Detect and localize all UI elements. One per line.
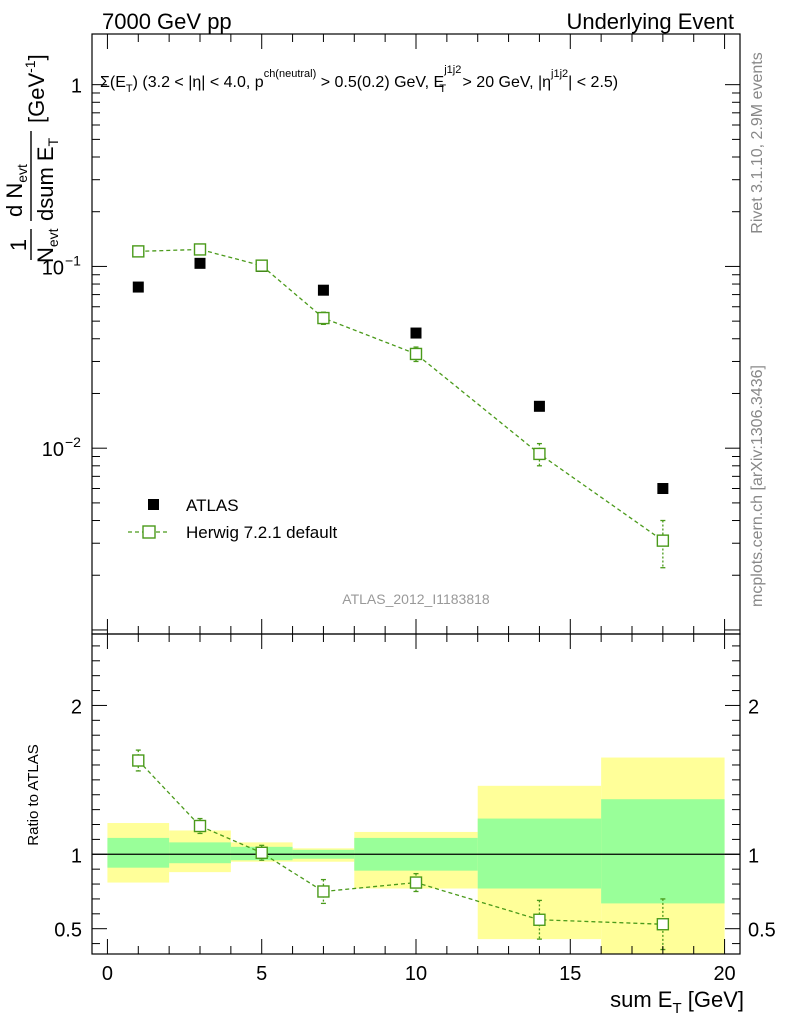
herwig-ratio-point bbox=[132, 754, 145, 767]
svg-text:[GeV-1]: [GeV-1] bbox=[22, 54, 49, 123]
herwig-point bbox=[533, 447, 546, 461]
atlas-data-point bbox=[317, 284, 329, 296]
ratio-ytick-label-right: 2 bbox=[748, 696, 759, 718]
herwig-ratio-point bbox=[409, 876, 423, 889]
herwig-ratio-point bbox=[193, 819, 207, 833]
ratio-bands bbox=[107, 757, 725, 954]
stat-uncertainty-band bbox=[601, 799, 725, 904]
herwig-point bbox=[317, 311, 330, 325]
atlas-data-point bbox=[657, 483, 669, 495]
herwig-point bbox=[193, 243, 207, 256]
x-tick-label: 5 bbox=[256, 963, 267, 985]
herwig-ratio-point bbox=[656, 918, 670, 931]
herwig-point bbox=[255, 259, 268, 272]
main-marks bbox=[132, 243, 670, 569]
main-panel: 110−110−2 Σ(ET) (3.2 < |η| < 4.0, pch(ne… bbox=[2, 33, 741, 635]
legend-herwig-label: Herwig 7.2.1 default bbox=[186, 523, 337, 542]
header-left: 7000 GeV pp bbox=[102, 9, 232, 34]
herwig-point bbox=[132, 245, 145, 258]
ratio-ytick-label-left: 2 bbox=[71, 696, 82, 718]
legend: ATLAS Herwig 7.2.1 default bbox=[128, 496, 337, 542]
ratio-panel: 0 5 10 15 20 0.5 0.5 1 1 2 2 Ratio to ATLAS sum ET… bbox=[25, 633, 776, 1017]
svg-text:Nevt: Nevt bbox=[33, 228, 61, 263]
legend-herwig-marker bbox=[142, 525, 156, 539]
svg-text:d Nevt: d Nevt bbox=[2, 164, 30, 217]
atlas-data-point bbox=[533, 400, 545, 412]
legend-atlas-marker bbox=[148, 499, 159, 510]
atlas-data-point bbox=[194, 257, 206, 269]
ratio-ytick-label-right: 0.5 bbox=[748, 920, 776, 942]
herwig-point bbox=[656, 534, 670, 547]
main-ytick-exponent: −2 bbox=[65, 434, 81, 450]
legend-atlas-label: ATLAS bbox=[186, 496, 239, 515]
stat-uncertainty-band bbox=[477, 818, 602, 889]
main-axes: 110−110−2 bbox=[42, 34, 740, 634]
main-ytick-label: 1 bbox=[71, 76, 82, 98]
main-ytick-label: 10 bbox=[42, 439, 64, 461]
ratio-marks bbox=[132, 749, 670, 951]
stat-uncertainty-band bbox=[107, 837, 170, 868]
main-title: Σ(ET) (3.2 < |η| < 4.0, pch(neutral) > 0… bbox=[100, 64, 618, 95]
ratio-ytick-label-right: 1 bbox=[748, 845, 759, 867]
herwig-ratio-point bbox=[533, 913, 546, 926]
ratio-ytick-label-left: 1 bbox=[71, 845, 82, 867]
herwig-ratio-point bbox=[255, 846, 268, 859]
ratio-ytick-label-left: 0.5 bbox=[54, 920, 82, 942]
main-ytick-exponent: −1 bbox=[65, 252, 81, 268]
ratio-axes: 0 5 10 15 20 0.5 0.5 1 1 2 2 bbox=[54, 634, 776, 985]
atlas-data-point bbox=[132, 281, 144, 293]
x-tick-label: 0 bbox=[102, 963, 113, 985]
svg-text:1: 1 bbox=[6, 239, 31, 251]
x-tick-label: 15 bbox=[559, 963, 581, 985]
rivet-info: Rivet 3.1.10, 2.9M events bbox=[749, 52, 766, 233]
x-axis-label: sum ET [GeV] bbox=[610, 987, 744, 1017]
herwig-point bbox=[409, 347, 423, 361]
x-tick-label: 20 bbox=[713, 963, 735, 985]
analysis-watermark: ATLAS_2012_I1183818 bbox=[342, 591, 490, 607]
main-ylabel: 1 Nevt d Nevt dsum ET [GeV-1] bbox=[2, 54, 61, 263]
mcplots-info: mcplots.cern.ch [arXiv:1306.3436] bbox=[749, 365, 766, 607]
header-right: Underlying Event bbox=[566, 9, 734, 34]
herwig-ratio-point bbox=[317, 885, 330, 898]
svg-text:dsum ET: dsum ET bbox=[33, 137, 61, 221]
x-tick-label: 10 bbox=[405, 963, 427, 985]
atlas-data-point bbox=[410, 327, 422, 339]
ratio-ylabel: Ratio to ATLAS bbox=[25, 744, 42, 845]
stat-uncertainty-band bbox=[169, 842, 231, 864]
main-ytick-label: 10 bbox=[42, 257, 64, 279]
